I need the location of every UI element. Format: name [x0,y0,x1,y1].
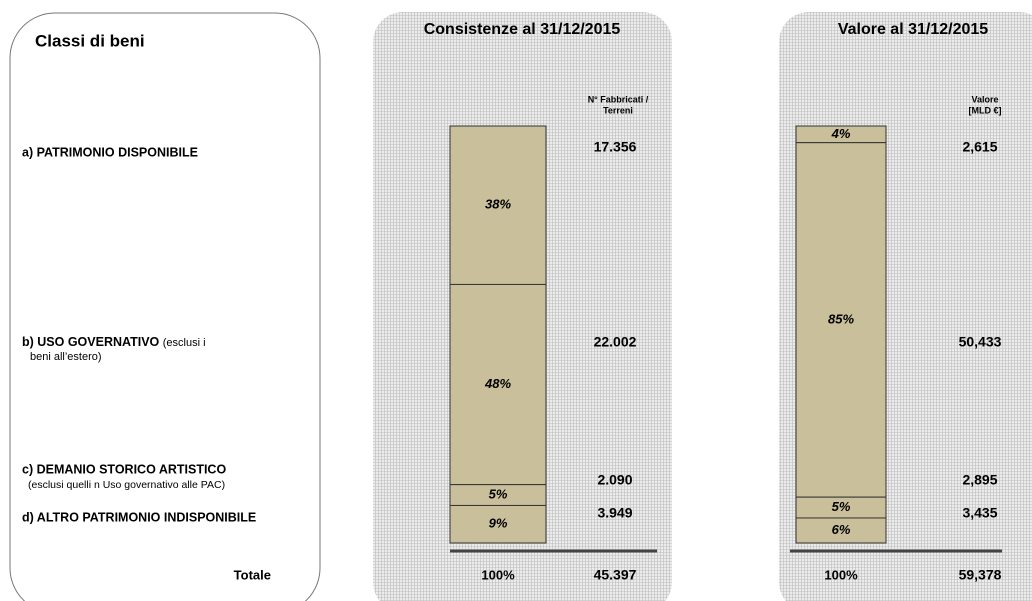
total-percent: 100% [824,567,858,582]
percent-label: 38% [485,197,511,212]
percent-label: 5% [832,499,851,514]
percent-label: 6% [832,522,851,537]
percent-label: 9% [489,516,508,531]
bar-segment [449,504,547,544]
amount-label: 22.002 [594,334,637,350]
column-label: N° Fabbricati / [588,94,649,104]
percent-label: 5% [489,486,508,501]
classes-panel [9,12,321,601]
panel-title: Classi di beni [35,31,145,50]
bar-segment [449,283,547,486]
class-label: d) ALTRO PATRIMONIO INDISPONIBILE [22,510,256,524]
chart-title: Valore al 31/12/2015 [838,21,988,38]
class-label: b) USO GOVERNATIVO (esclusi i [22,335,206,349]
chart-title: Consistenze al 31/12/2015 [424,21,621,38]
column-label: Valore [971,94,998,104]
total-label: Totale [234,567,271,582]
class-note: (esclusi i [163,337,206,349]
amount-label: 50,433 [959,334,1002,350]
total-amount: 59,378 [959,567,1002,583]
class-label: b) USO GOVERNATIVO [22,335,160,349]
percent-label: 48% [484,376,511,391]
bar-segment [795,517,887,544]
amount-label: 2,615 [962,139,997,155]
bar-segment [795,142,887,498]
class-label: a) PATRIMONIO DISPONIBILE [22,145,198,159]
amount-label: 2.090 [597,472,632,488]
column-label: [MLD €] [969,105,1002,115]
percent-label: 85% [828,311,854,326]
total-amount: 45.397 [594,567,637,583]
column-label: Terreni [603,105,633,115]
percent-label: 4% [831,126,851,141]
amount-label: 3,435 [962,505,997,521]
total-percent: 100% [481,567,515,582]
class-note: beni all’estero) [30,351,102,363]
class-note: (esclusi quelli n Uso governativo alle P… [28,479,225,491]
amount-label: 17.356 [594,139,637,155]
class-label: c) DEMANIO STORICO ARTISTICO [22,462,226,476]
amount-label: 3.949 [597,505,632,521]
amount-label: 2,895 [962,472,997,488]
